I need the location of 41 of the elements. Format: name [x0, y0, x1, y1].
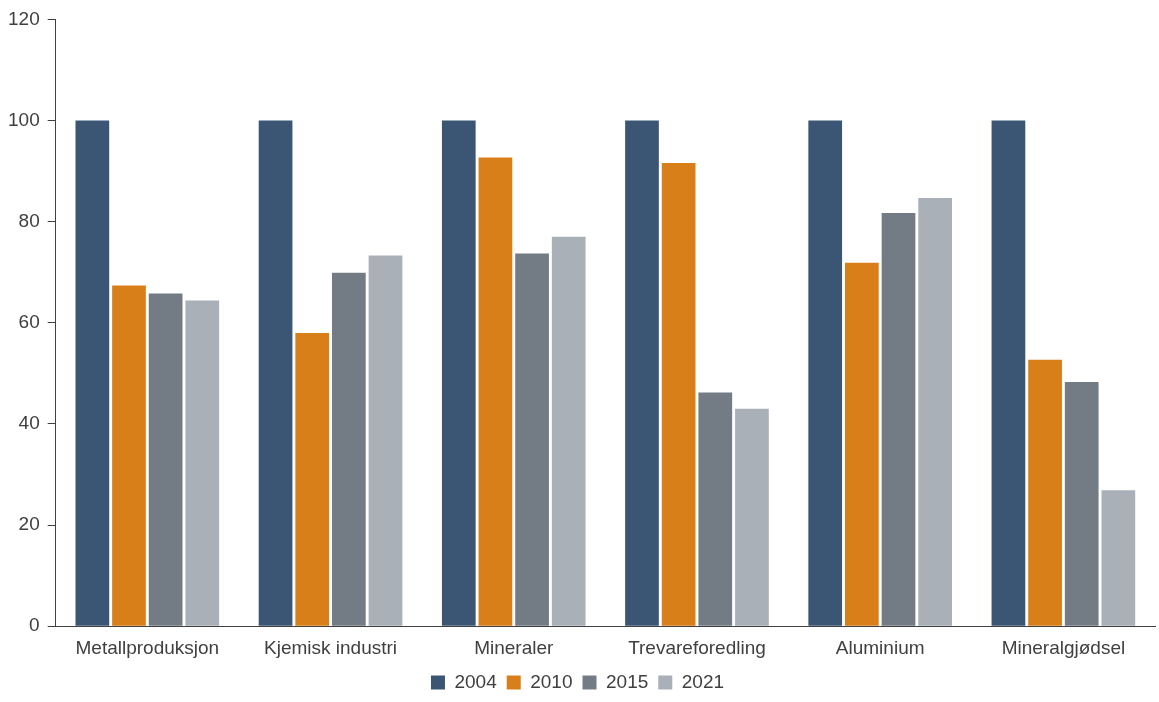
bar	[918, 197, 952, 626]
bar	[1101, 490, 1136, 626]
bar	[185, 300, 220, 626]
x-tick-label: Aluminium	[835, 636, 925, 658]
bar	[661, 163, 696, 626]
bar	[551, 236, 586, 626]
legend-label: 2004	[454, 670, 498, 692]
bar	[735, 408, 769, 626]
y-tick-label: 80	[18, 209, 40, 231]
bar	[515, 253, 549, 626]
y-tick-label: 120	[8, 7, 40, 29]
legend-label: 2010	[530, 670, 573, 692]
y-tick-label: 60	[18, 311, 40, 333]
legend-label: 2021	[681, 670, 725, 692]
x-tick-label: Kjemisk industri	[264, 636, 398, 658]
bar	[331, 272, 366, 626]
x-tick-label: Mineralgjødsel	[1001, 636, 1126, 658]
bar	[1028, 359, 1062, 626]
legend-label: 2015	[606, 670, 649, 692]
x-tick-label: Metallproduksjon	[75, 636, 220, 658]
bar	[368, 255, 403, 626]
y-tick-label: 0	[29, 614, 40, 636]
x-tick-label: Mineraler	[474, 636, 554, 658]
y-tick-label: 40	[18, 412, 40, 434]
bar	[258, 120, 293, 626]
bar	[698, 392, 733, 626]
bar	[112, 285, 146, 626]
bar	[881, 213, 916, 626]
bar	[625, 120, 659, 626]
bar	[478, 157, 513, 626]
y-tick-label: 100	[8, 108, 40, 130]
bar	[441, 120, 476, 626]
bar	[295, 332, 330, 626]
bar	[148, 293, 183, 626]
y-tick-label: 20	[18, 513, 40, 535]
bar	[991, 120, 1026, 626]
bar	[75, 120, 110, 626]
bar	[1064, 381, 1099, 626]
bar	[845, 262, 879, 626]
bar	[808, 120, 843, 626]
x-tick-label: Trevareforedling	[628, 636, 766, 658]
